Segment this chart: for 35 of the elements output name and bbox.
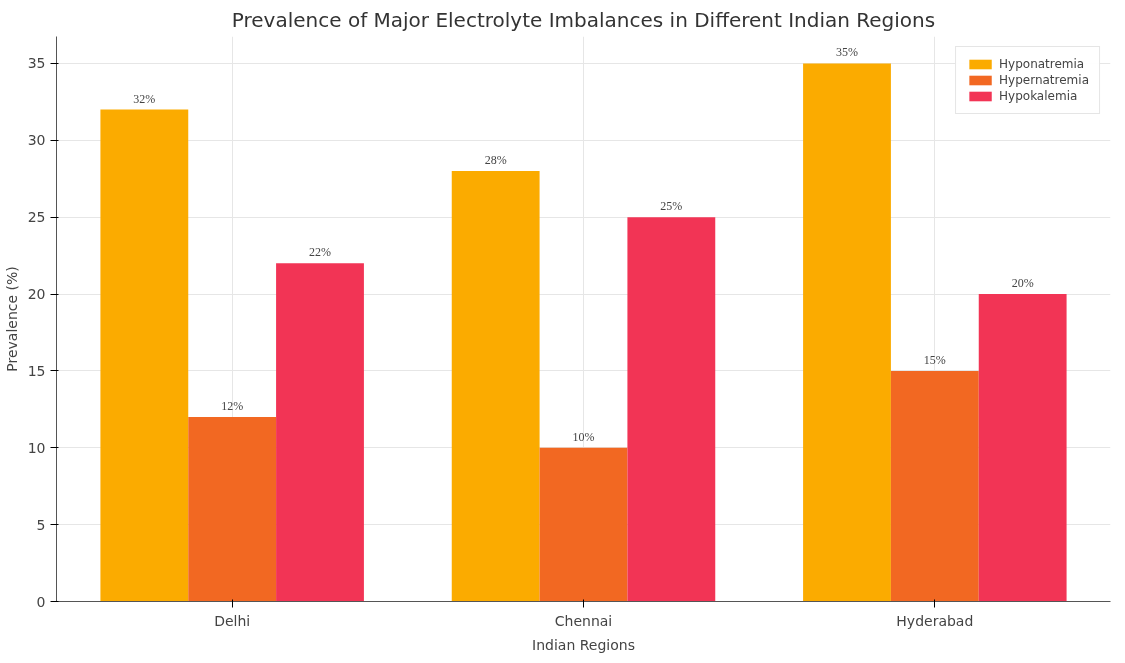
legend-label: Hypokalemia xyxy=(999,89,1078,103)
x-axis-title: Indian Regions xyxy=(532,636,635,653)
bar xyxy=(627,217,716,602)
data-label: 28% xyxy=(484,153,507,168)
y-tick-label: 15 xyxy=(27,362,46,379)
legend-label: Hypernatremia xyxy=(999,73,1089,87)
y-tick-label: 35 xyxy=(27,55,46,72)
chart-title: Prevalence of Major Electrolyte Imbalances in Different Indian Regions xyxy=(231,7,936,32)
y-tick-label: 30 xyxy=(27,132,46,149)
bar xyxy=(539,447,628,602)
data-label: 22% xyxy=(309,245,331,260)
data-label: 35% xyxy=(836,45,858,60)
data-label: 25% xyxy=(660,199,683,214)
x-tick-label: Chennai xyxy=(554,612,613,629)
bar xyxy=(276,263,364,602)
legend-label: Hyponatremia xyxy=(999,57,1085,71)
x-tick-label: Hyderabad xyxy=(896,612,974,629)
bar xyxy=(890,370,979,602)
bar xyxy=(100,109,189,602)
data-label: 10% xyxy=(572,429,595,444)
x-tick-label: Delhi xyxy=(214,612,251,629)
y-axis-title: Prevalence (%) xyxy=(3,266,20,372)
y-tick-label: 25 xyxy=(27,209,46,226)
data-label: 20% xyxy=(1011,276,1034,291)
y-tick-label: 5 xyxy=(36,516,46,533)
bar xyxy=(451,171,540,602)
y-tick-label: 10 xyxy=(27,439,46,456)
bar xyxy=(978,294,1067,602)
y-tick-label: 20 xyxy=(27,286,46,303)
data-label: 12% xyxy=(221,399,244,414)
data-label: 15% xyxy=(923,352,946,367)
bar xyxy=(188,417,277,602)
bar xyxy=(803,63,891,602)
y-tick-label: 0 xyxy=(36,593,46,610)
data-label: 32% xyxy=(133,91,156,106)
